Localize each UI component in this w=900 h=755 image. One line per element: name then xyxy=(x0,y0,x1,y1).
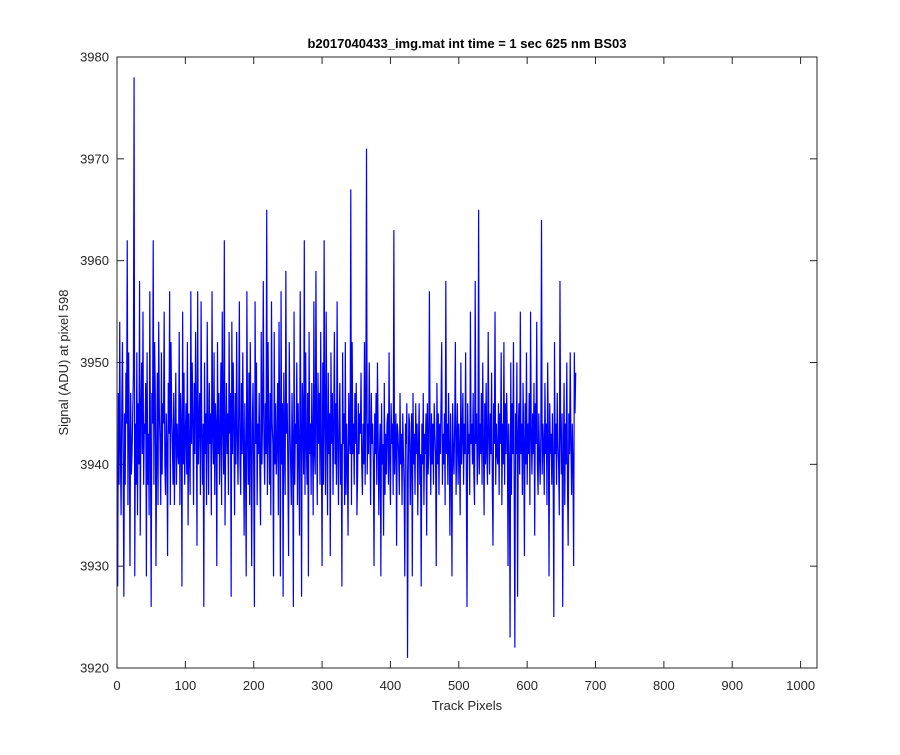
y-tick-label: 3930 xyxy=(80,559,109,574)
x-axis-label: Track Pixels xyxy=(432,698,503,713)
x-tick-label: 600 xyxy=(516,678,538,693)
signal-series-line xyxy=(117,77,577,658)
y-tick-label: 3950 xyxy=(80,355,109,370)
axes-box xyxy=(116,56,818,669)
x-tick-label: 100 xyxy=(175,678,197,693)
axes-ticks: 0 100 200 300 400 500 600 700 800 900 1000 3920 3930… xyxy=(80,50,817,693)
x-tick-label: 1000 xyxy=(786,678,815,693)
y-tick-label: 3920 xyxy=(80,661,109,676)
y-tick-label: 3940 xyxy=(80,457,109,472)
y-tick-label: 3960 xyxy=(80,253,109,268)
x-tick-label: 500 xyxy=(448,678,470,693)
series-layer xyxy=(117,77,577,658)
y-tick-label: 3970 xyxy=(80,151,109,166)
x-tick-label: 300 xyxy=(311,678,333,693)
chart-title: b2017040433_img.mat int time = 1 sec 625… xyxy=(307,36,626,51)
x-tick-label: 900 xyxy=(721,678,743,693)
x-tick-label: 400 xyxy=(380,678,402,693)
y-axis-label: Signal (ADU) at pixel 598 xyxy=(56,290,71,436)
y-tick-label: 3980 xyxy=(80,50,109,65)
x-tick-label: 700 xyxy=(585,678,607,693)
x-tick-label: 800 xyxy=(653,678,675,693)
x-tick-label: 0 xyxy=(113,678,120,693)
x-tick-label: 200 xyxy=(243,678,265,693)
